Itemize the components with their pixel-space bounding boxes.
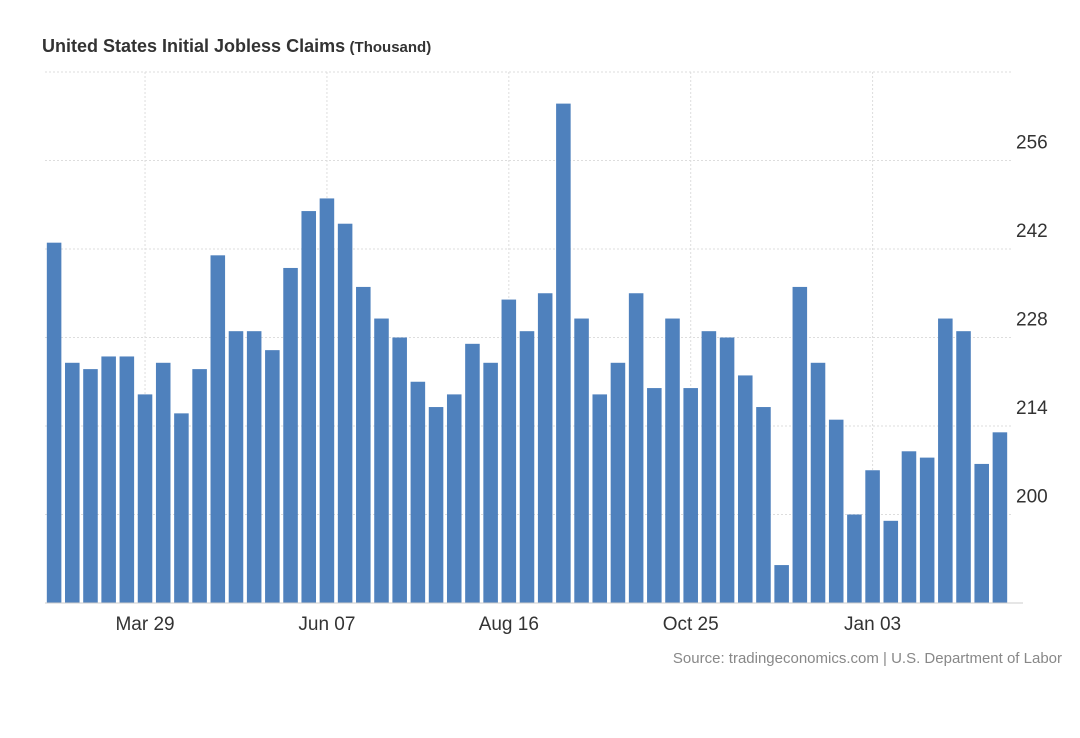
bar [210,255,226,603]
bar [610,362,626,603]
bar [828,419,844,603]
y-tick-label: 214 [1016,398,1048,419]
bar [265,350,280,603]
chart-title-text: United States Initial Jobless Claims [42,36,346,56]
x-tick-label: Jan 03 [844,614,901,635]
bar [647,388,662,603]
y-tick-label: 228 [1016,310,1048,331]
bar [465,343,480,603]
bar [65,362,80,603]
bar [228,331,244,603]
bar [901,451,917,603]
bar [374,318,389,603]
bar [683,388,698,603]
bar [83,369,98,603]
chart-title: United States Initial Jobless Claims (Th… [42,36,431,57]
bar [101,356,116,603]
bar [501,299,517,603]
bar [556,103,571,604]
bar [956,331,971,603]
bar [192,369,207,603]
bar [574,318,589,603]
bar [119,356,135,603]
bar [319,198,335,603]
y-tick-label: 200 [1016,487,1048,508]
bar [356,286,371,603]
source-attribution: Source: tradingeconomics.com | U.S. Depa… [673,650,1062,667]
bar [246,331,262,603]
bar [428,407,444,603]
bar [847,514,862,603]
bar [810,362,826,603]
x-tick-label: Oct 25 [663,614,719,635]
y-tick-label: 256 [1016,133,1048,154]
bar [392,337,407,603]
bar [774,565,789,603]
bar [737,375,753,603]
bar [883,520,899,603]
bar [46,242,62,603]
x-tick-label: Mar 29 [115,614,174,635]
bar [756,407,771,603]
bar [919,457,935,603]
bar [483,362,498,603]
bar [337,223,353,603]
bar [283,267,298,603]
bar [519,331,535,603]
bar [174,413,189,603]
bar [137,394,153,603]
bar [155,362,171,603]
x-tick-label: Aug 16 [479,614,539,635]
bar [628,293,644,603]
bar [665,318,680,603]
bar [938,318,953,603]
bar [410,381,426,603]
bar [301,211,317,603]
chart-unit-label: (Thousand) [349,39,432,56]
x-tick-label: Jun 07 [298,614,355,635]
source-text: Source: tradingeconomics.com | U.S. Depa… [672,650,1062,667]
bar [537,293,553,603]
bar [974,463,989,603]
bar [792,286,808,603]
bar [719,337,735,603]
y-tick-label: 242 [1016,221,1048,242]
bar [592,394,608,603]
bar [701,331,717,603]
bar [865,470,880,603]
bar [446,394,462,603]
bar [992,432,1008,603]
